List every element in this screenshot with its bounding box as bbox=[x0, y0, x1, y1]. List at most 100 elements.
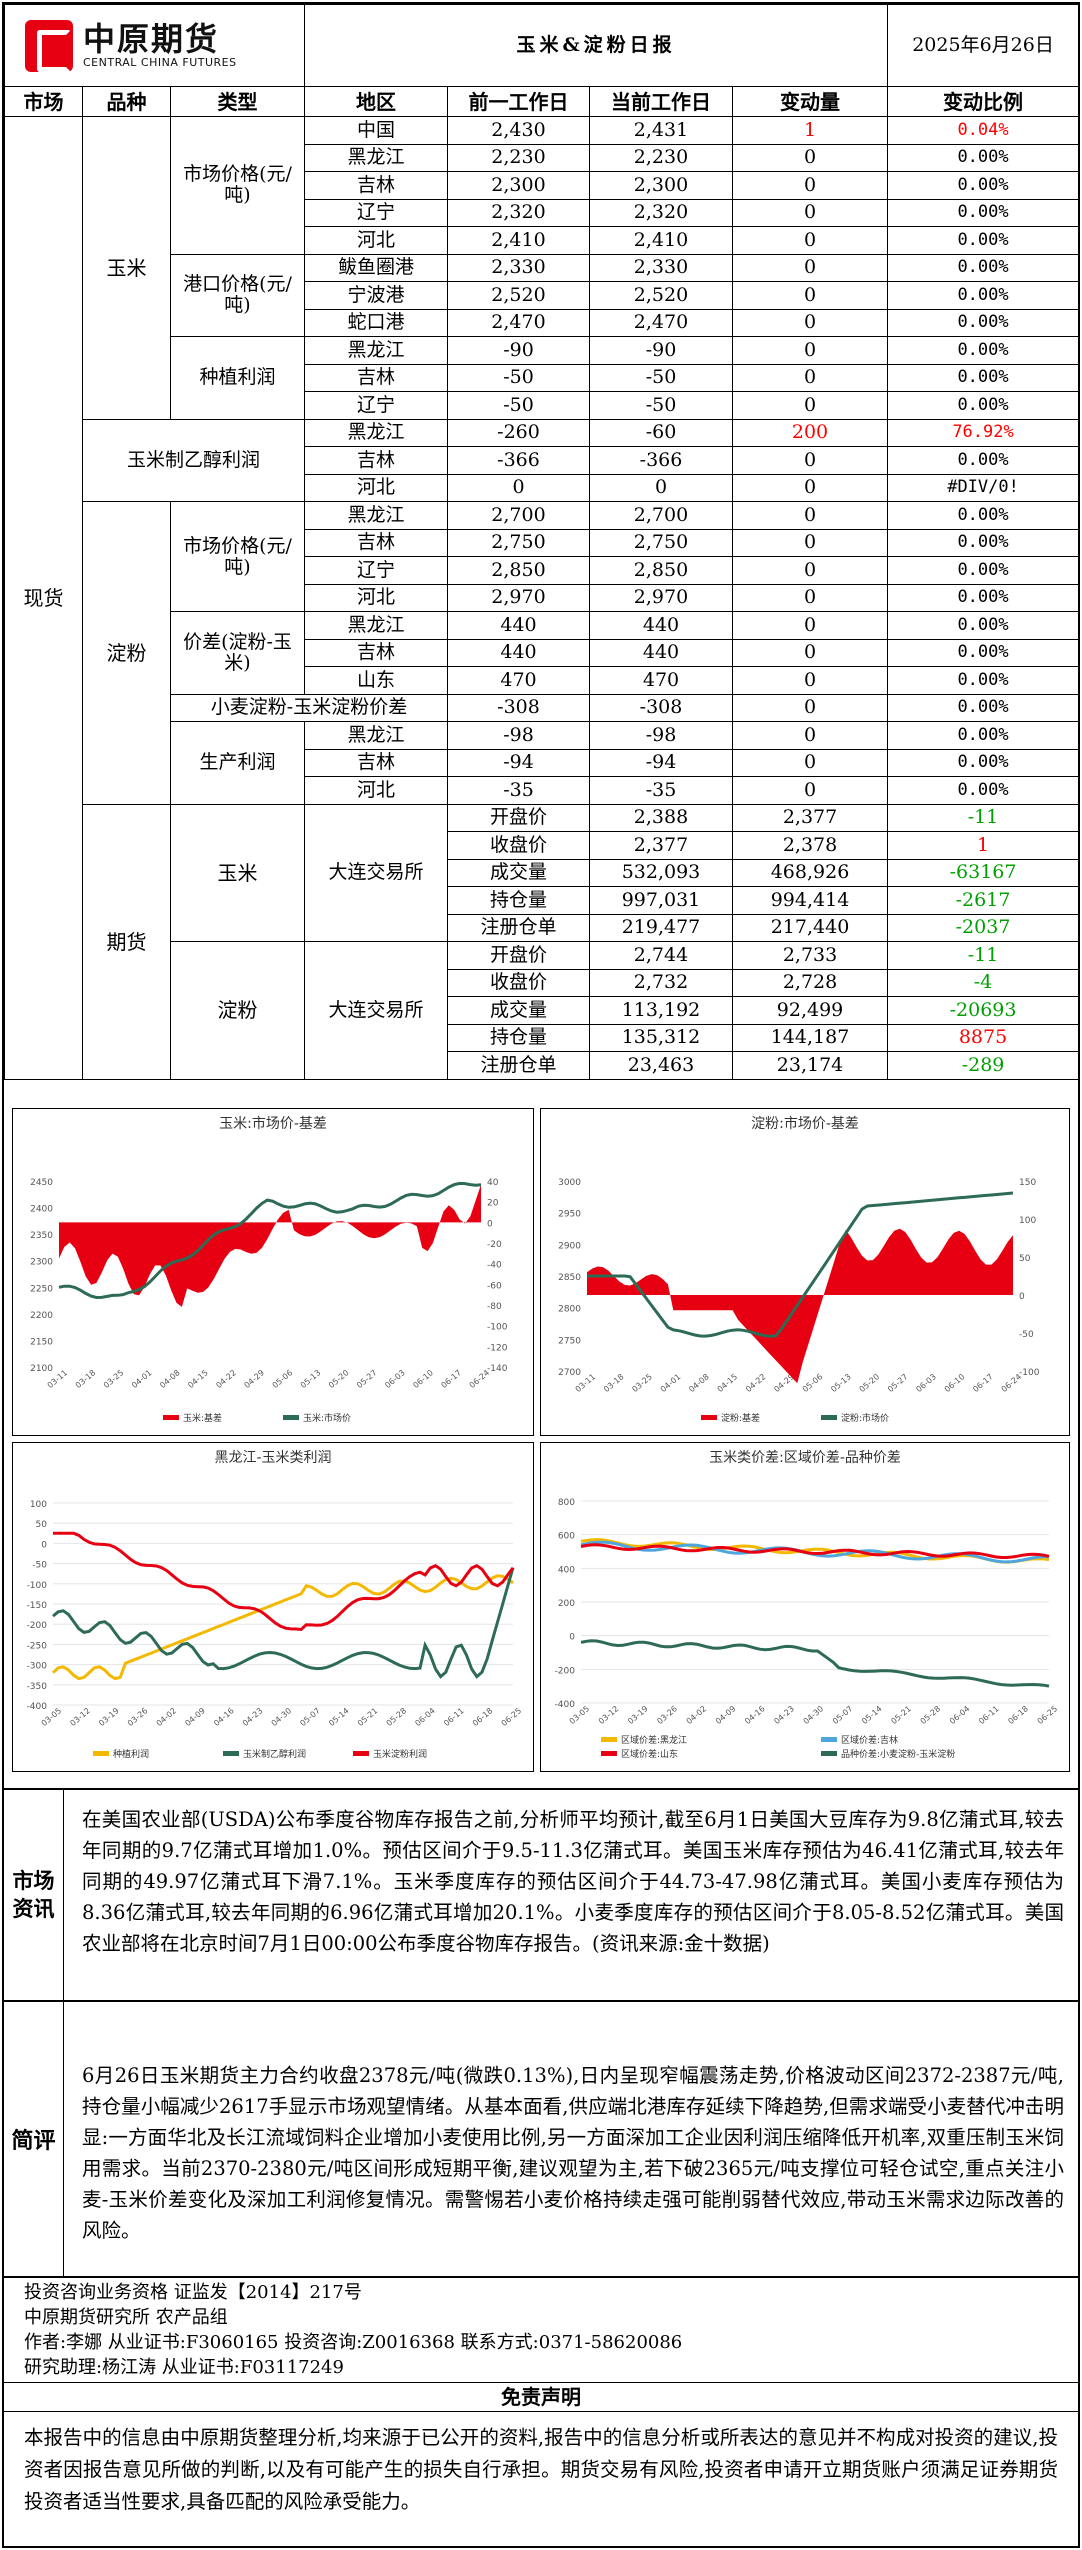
cell-chg: 0 bbox=[731, 171, 889, 200]
cell-pct: 0.00% bbox=[887, 721, 1080, 750]
cell-curr: -60 bbox=[589, 418, 733, 447]
y2-tick-label: -20 bbox=[487, 1240, 502, 1250]
x-tick-label: 04-01 bbox=[659, 1372, 683, 1394]
cell-curr: 994,414 bbox=[731, 886, 889, 915]
x-tick-label: 05-13 bbox=[299, 1368, 323, 1390]
label-prod_profit: 生产利润 bbox=[170, 721, 305, 805]
cell-chg: 0 bbox=[731, 198, 889, 227]
x-tick-label: 03-18 bbox=[602, 1372, 626, 1394]
cell-curr: 2,378 bbox=[731, 831, 889, 860]
cell-region: 河北 bbox=[304, 776, 448, 805]
table-row: 吉林 -366 -366 0 0.00% bbox=[5, 446, 1080, 475]
review-text: 6月26日玉米期货主力合约收盘2378元/吨(微跌0.13%),日内呈现窄幅震荡… bbox=[82, 2064, 1064, 2242]
cell-prev: -308 bbox=[447, 693, 590, 722]
col-type: 类型 bbox=[170, 86, 305, 117]
cell-chg: 0 bbox=[731, 776, 889, 805]
cell-prev: 2,520 bbox=[447, 281, 590, 310]
cell-curr: 144,187 bbox=[731, 1023, 889, 1052]
x-tick-label: 05-06 bbox=[271, 1368, 295, 1390]
cell-chg: 0 bbox=[731, 281, 889, 310]
x-tick-label: 06-11 bbox=[977, 1704, 1001, 1726]
logo-cn: 中原期货 bbox=[83, 19, 220, 58]
cell-pct: 0.00% bbox=[887, 501, 1080, 530]
chart-spreads: 玉米类价差:区域价差-品种价差 800 600 400 200 0 -200 -400 03-0… bbox=[540, 1442, 1070, 1772]
x-tick-label: 04-22 bbox=[744, 1372, 768, 1394]
x-tick-label: 04-16 bbox=[743, 1704, 767, 1726]
cell-curr: -50 bbox=[589, 391, 733, 420]
y2-tick-label: -100 bbox=[487, 1323, 508, 1333]
label-corn: 玉米 bbox=[82, 116, 171, 420]
cell-prev: -90 bbox=[447, 336, 590, 365]
cell-chg: 1 bbox=[887, 831, 1080, 860]
y-tick-label: 0 bbox=[41, 1540, 47, 1550]
y2-tick-label: -140 bbox=[487, 1364, 508, 1374]
cell-chg: 0 bbox=[731, 446, 889, 475]
research-dept: 中原期货研究所 农产品组 bbox=[24, 2307, 228, 2328]
cell-prev: 2,470 bbox=[447, 308, 590, 337]
x-tick-label: 04-23 bbox=[241, 1706, 265, 1728]
cell-chg: 0 bbox=[731, 666, 889, 695]
label-starch: 淀粉 bbox=[170, 941, 305, 1080]
y-tick-label: 2750 bbox=[558, 1336, 581, 1346]
x-tick-label: 04-22 bbox=[214, 1368, 238, 1390]
basis-area bbox=[59, 1184, 481, 1307]
cell-region: 吉林 bbox=[304, 171, 448, 200]
x-tick-label: 05-27 bbox=[886, 1372, 910, 1394]
cell-curr: -98 bbox=[589, 721, 733, 750]
col-chg: 变动量 bbox=[731, 86, 889, 117]
x-tick-label: 04-30 bbox=[270, 1706, 294, 1728]
disclaimer-title: 免责声明 bbox=[4, 2382, 1078, 2412]
cell-curr: -308 bbox=[589, 693, 733, 722]
cell-prev: 2,850 bbox=[447, 556, 590, 585]
cell-pct: 0.00% bbox=[887, 281, 1080, 310]
x-tick-label: 05-27 bbox=[355, 1368, 379, 1390]
cell-region: 注册仓单 bbox=[447, 913, 590, 942]
cell-chg: 8875 bbox=[887, 1023, 1080, 1052]
cell-region: 吉林 bbox=[304, 638, 448, 667]
y2-tick-label: -80 bbox=[487, 1302, 502, 1312]
y-tick-label: -200 bbox=[27, 1621, 48, 1631]
cell-prev: -98 bbox=[447, 721, 590, 750]
y2-tick-label: -40 bbox=[487, 1261, 502, 1271]
cell-curr: 2,320 bbox=[589, 198, 733, 227]
legend-swatch bbox=[353, 1751, 369, 1756]
cell-chg: 0 bbox=[731, 363, 889, 392]
cell-chg: 200 bbox=[731, 418, 889, 447]
cell-pct: 0.00% bbox=[887, 336, 1080, 365]
col-curr: 当前工作日 bbox=[589, 86, 733, 117]
table-row: 价差(淀粉-玉米) 黑龙江 440 440 0 0.00% bbox=[5, 611, 1080, 695]
cell-chg: 0 bbox=[731, 391, 889, 420]
y2-tick-label: -50 bbox=[1019, 1330, 1034, 1340]
cell-region: 开盘价 bbox=[447, 941, 590, 970]
cell-pct: 0.00% bbox=[887, 776, 1080, 805]
cell-curr: 2,431 bbox=[589, 116, 733, 145]
cell-region: 黑龙江 bbox=[304, 721, 448, 750]
x-tick-label: 04-15 bbox=[186, 1368, 210, 1390]
cell-prev: 113,192 bbox=[589, 996, 733, 1025]
label-port_price: 港口价格(元/吨) bbox=[170, 253, 305, 337]
y2-tick-label: 50 bbox=[1019, 1254, 1031, 1264]
x-tick-label: 03-12 bbox=[597, 1704, 621, 1726]
x-tick-label: 03-12 bbox=[68, 1706, 92, 1728]
cell-curr: 217,440 bbox=[731, 913, 889, 942]
y2-tick-label: 40 bbox=[487, 1178, 499, 1188]
cell-chg: 0 bbox=[731, 556, 889, 585]
cell-region: 中国 bbox=[304, 116, 448, 145]
table-row: 港口价格(元/吨) 鲅鱼圈港 2,330 2,330 0 0.00% bbox=[5, 253, 1080, 337]
cell-region: 河北 bbox=[304, 473, 448, 502]
legend-swatch bbox=[283, 1415, 299, 1420]
cell-prev: 2,970 bbox=[447, 583, 590, 612]
x-tick-label: 03-18 bbox=[74, 1368, 98, 1390]
x-tick-label: 06-11 bbox=[442, 1706, 466, 1728]
cell-curr: 440 bbox=[589, 611, 733, 640]
cell-curr: 2,377 bbox=[731, 803, 889, 832]
x-tick-label: 06-17 bbox=[439, 1368, 463, 1390]
x-tick-label: 04-08 bbox=[158, 1368, 182, 1390]
x-tick-label: 06-04 bbox=[948, 1704, 972, 1726]
y2-tick-label: -60 bbox=[487, 1281, 502, 1291]
x-tick-label: 05-06 bbox=[801, 1372, 825, 1394]
